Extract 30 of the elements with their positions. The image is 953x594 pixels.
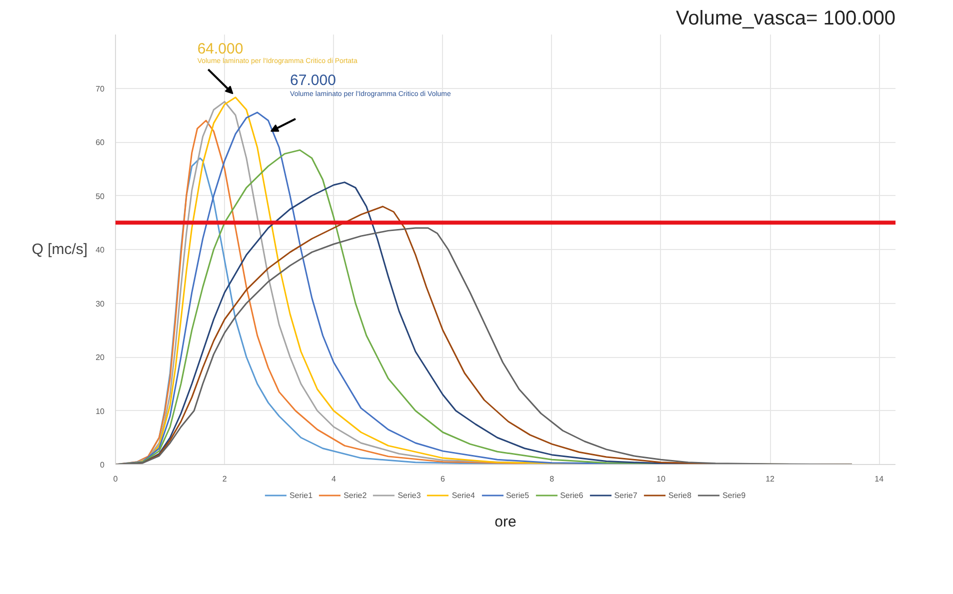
- y-tick-label: 60: [96, 138, 106, 147]
- legend-label: Serie3: [398, 490, 421, 500]
- legend-label: Serie8: [668, 490, 692, 500]
- y-tick-label: 50: [96, 192, 106, 201]
- x-axis-title: ore: [494, 514, 516, 530]
- y-tick-label: 40: [96, 246, 106, 254]
- legend-label: Serie5: [506, 490, 530, 500]
- y-tick-label: 30: [96, 299, 106, 308]
- legend-label: Serie1: [289, 490, 313, 500]
- x-tick-label: 0: [113, 474, 118, 484]
- y-tick-label: 0: [100, 460, 106, 470]
- legend-label: Serie2: [344, 490, 367, 500]
- x-tick-label: 12: [766, 474, 776, 484]
- x-tick-label: 4: [331, 474, 336, 484]
- annotation: 67.000: [290, 72, 336, 90]
- legend-label: Serie6: [560, 490, 584, 500]
- y-tick-label: 10: [96, 406, 106, 416]
- x-tick-label: 8: [550, 474, 555, 484]
- annotation: 64.000: [197, 40, 244, 58]
- chart-title: Volume_vasca= 100.000: [676, 8, 896, 30]
- x-tick-label: 2: [222, 474, 228, 484]
- legend-label: Serie7: [614, 490, 638, 500]
- y-tick-label: 70: [96, 84, 106, 94]
- x-tick-label: 10: [656, 474, 666, 484]
- x-tick-label: 14: [874, 474, 884, 484]
- y-axis-title: Q [mc/s]: [32, 241, 88, 258]
- legend-label: Serie9: [722, 490, 746, 500]
- legend-label: Serie4: [452, 490, 475, 500]
- y-tick-label: 20: [96, 353, 106, 362]
- x-tick-label: 6: [440, 474, 446, 484]
